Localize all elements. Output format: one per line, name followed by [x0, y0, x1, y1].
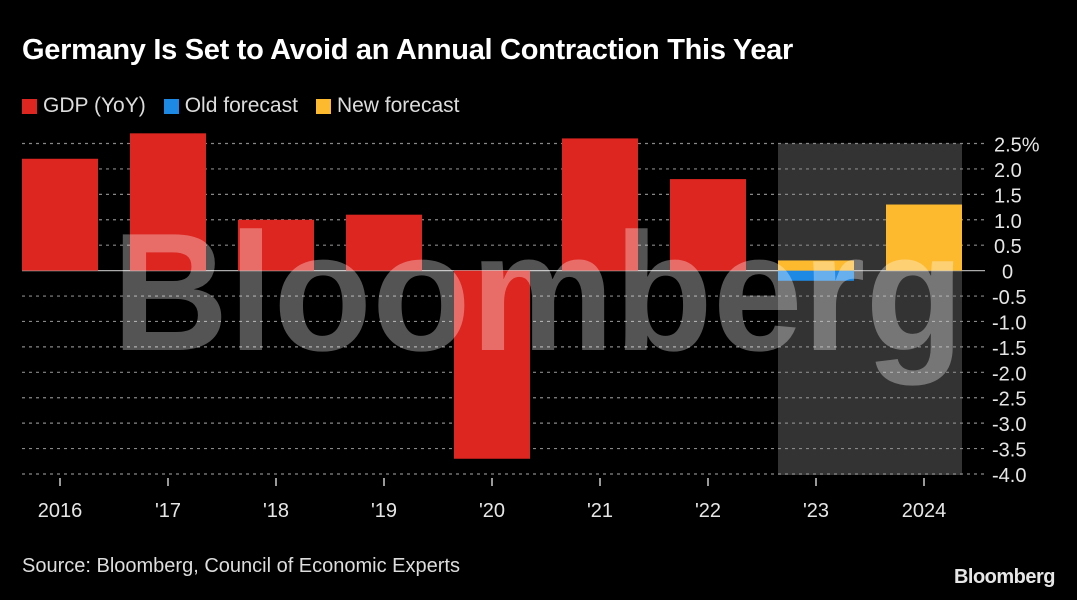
y-tick-label: -3.0: [992, 414, 1026, 436]
x-tick-label: '20: [479, 500, 505, 522]
bar-gdp-yoy-18: [238, 219, 314, 271]
x-tick-label: '21: [587, 500, 613, 522]
x-tick-label: 2016: [38, 500, 83, 522]
y-tick-label: -4.0: [992, 465, 1026, 487]
chart-title: Germany Is Set to Avoid an Annual Contra…: [22, 34, 793, 66]
x-tick-label: '22: [695, 500, 721, 522]
x-tick-label: '18: [263, 500, 289, 522]
bar-gdp-yoy-22: [670, 179, 746, 271]
y-tick-label: -2.0: [992, 363, 1026, 385]
bloomberg-watermark: Bloomberg: [112, 198, 964, 386]
legend-item-new-forecast: New forecast: [315, 94, 460, 118]
y-tick-label: -2.5: [992, 389, 1026, 411]
y-tick-label: -1.0: [992, 312, 1026, 334]
legend-item-gdp: GDP (YoY): [22, 94, 146, 118]
bar-gdp-yoy-17: [130, 133, 206, 271]
y-tick-label: -3.5: [992, 440, 1026, 462]
legend-swatch-gdp: [22, 98, 37, 114]
x-tick-label: '19: [371, 500, 397, 522]
bloomberg-logo: Bloomberg: [953, 566, 1056, 588]
bar-gdp-yoy-21: [562, 138, 638, 271]
bar-new-forecast-23: [778, 260, 854, 271]
y-tick-label: 2.5%: [994, 135, 1040, 157]
y-tick-label: -1.5: [992, 338, 1026, 360]
x-tick-label: '17: [155, 500, 181, 522]
bar-new-forecast-2024: [886, 204, 962, 271]
y-tick-label: 0: [1002, 262, 1013, 284]
legend-swatch-new-forecast: [315, 98, 331, 114]
y-tick-label: -0.5: [992, 287, 1026, 309]
y-tick-label: 0.5: [994, 236, 1022, 258]
x-tick-label: 2024: [902, 500, 947, 522]
x-tick-label: '23: [803, 500, 829, 522]
legend-label-gdp: GDP (YoY): [43, 94, 146, 117]
bar-old-forecast-23: [778, 270, 854, 281]
source-note: Source: Bloomberg, Council of Economic E…: [22, 555, 460, 577]
legend-item-old-forecast: Old forecast: [163, 94, 298, 118]
bar-gdp-yoy-2016: [22, 158, 98, 271]
y-tick-label: 1.5: [994, 185, 1022, 207]
legend-label-old-forecast: Old forecast: [184, 94, 298, 117]
legend-swatch-old-forecast: [163, 98, 179, 114]
y-tick-label: 1.0: [994, 211, 1022, 233]
bar-gdp-yoy-20: [454, 270, 530, 459]
bar-gdp-yoy-19: [346, 214, 422, 271]
legend-label-new-forecast: New forecast: [336, 94, 460, 117]
legend: GDP (YoY) Old forecast New forecast: [22, 94, 459, 118]
forecast-shaded-region: [778, 143, 962, 475]
y-tick-label: 2.0: [994, 160, 1022, 182]
